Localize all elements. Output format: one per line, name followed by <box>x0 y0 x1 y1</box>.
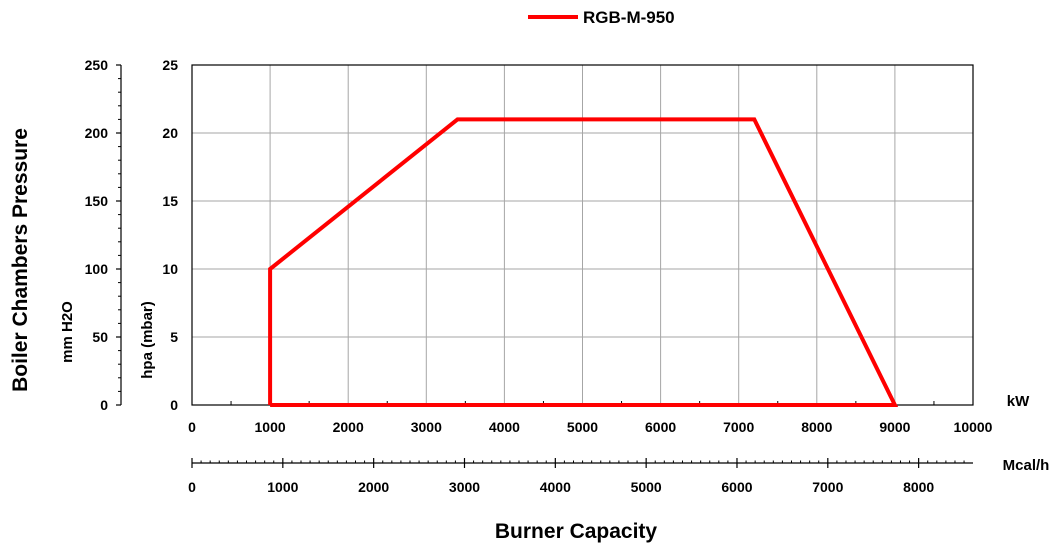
mmh2o-tick-label: 150 <box>85 193 109 209</box>
mmh2o-tick-label: 0 <box>100 397 108 413</box>
mcalh-tick-label: 6000 <box>721 479 752 495</box>
kw-tick-label: 10000 <box>954 419 993 435</box>
x-axis-primary-unit: kW <box>1007 393 1030 410</box>
legend: RGB-M-950 <box>528 8 675 27</box>
mmh2o-axis: 0 50 100 150 200 250 <box>85 57 122 413</box>
kw-tick-label: 0 <box>188 419 196 435</box>
mcalh-tick-label: 7000 <box>812 479 843 495</box>
kw-axis: 0 1000 2000 3000 4000 5000 6000 7000 8000 9000 100… <box>188 401 993 435</box>
kw-tick-label: 7000 <box>723 419 754 435</box>
kw-tick-label: 9000 <box>879 419 910 435</box>
kw-tick-label: 5000 <box>567 419 598 435</box>
mcalh-tick-label: 4000 <box>540 479 571 495</box>
grid <box>192 65 973 405</box>
mcalh-tick-label: 0 <box>188 479 196 495</box>
y-axis-inner-unit: hpa (mbar) <box>139 301 156 379</box>
y-axis-outer-unit: mm H2O <box>59 301 76 363</box>
mmh2o-tick-label: 250 <box>85 57 109 73</box>
hpa-tick-label: 20 <box>162 125 178 141</box>
mcalh-axis: 0 1000 2000 3000 4000 5000 6000 7000 8000 <box>188 458 973 495</box>
x-axis-main-title: Burner Capacity <box>495 520 658 543</box>
hpa-tick-label: 10 <box>162 261 178 277</box>
mcalh-tick-label: 2000 <box>358 479 389 495</box>
hpa-tick-label: 0 <box>170 397 178 413</box>
kw-tick-label: 2000 <box>333 419 364 435</box>
kw-tick-label: 8000 <box>801 419 832 435</box>
kw-tick-label: 4000 <box>489 419 520 435</box>
mcalh-tick-label: 5000 <box>631 479 662 495</box>
mmh2o-tick-label: 200 <box>85 125 109 141</box>
hpa-tick-label: 5 <box>170 329 178 345</box>
hpa-axis: 0 5 10 15 20 25 <box>162 57 178 413</box>
mmh2o-tick-label: 100 <box>85 261 109 277</box>
mcalh-tick-label: 1000 <box>267 479 298 495</box>
y-axis-main-title: Boiler Chambers Pressure <box>9 128 32 392</box>
kw-tick-label: 3000 <box>411 419 442 435</box>
series-line-rgb-m-950 <box>268 117 899 407</box>
kw-tick-label: 1000 <box>255 419 286 435</box>
kw-tick-label: 6000 <box>645 419 676 435</box>
mcalh-tick-label: 8000 <box>903 479 934 495</box>
mmh2o-tick-label: 50 <box>92 329 108 345</box>
mcalh-tick-label: 3000 <box>449 479 480 495</box>
legend-label: RGB-M-950 <box>583 8 675 27</box>
x-axis-secondary-unit: Mcal/h <box>1003 457 1050 474</box>
hpa-tick-label: 15 <box>162 193 178 209</box>
hpa-tick-label: 25 <box>162 57 178 73</box>
